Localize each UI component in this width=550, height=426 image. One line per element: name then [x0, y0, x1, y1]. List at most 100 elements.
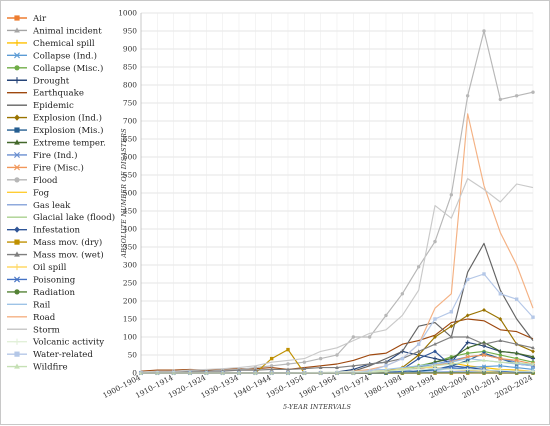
legend-entry: Collapse (Ind.) [7, 50, 97, 61]
y-tick-label: 900 [123, 45, 137, 54]
data-point [417, 265, 420, 268]
legend-label: Gas leak [33, 201, 71, 211]
data-point [531, 349, 535, 353]
data-point [466, 352, 469, 355]
data-point [319, 357, 322, 360]
legend-label: Oil spill [33, 263, 67, 273]
y-tick-label: 750 [123, 99, 137, 108]
legend-label: Mass mov. (wet) [33, 250, 104, 261]
data-point [270, 357, 273, 360]
data-point [433, 317, 436, 320]
data-point [286, 348, 289, 351]
legend-entry: Epidemic [7, 101, 74, 111]
legend-entry: Chemical spill [7, 39, 95, 49]
legend-entry: Earthquake [7, 89, 84, 99]
legend-label: Explosion (Mis.) [33, 125, 104, 136]
legend-label: Flood [33, 176, 58, 186]
data-point [14, 77, 20, 83]
legend-entry: Drought [7, 76, 70, 86]
legend-entry: Mass mov. (dry) [7, 237, 102, 248]
legend-label: Water-related [33, 350, 93, 360]
data-point [14, 240, 19, 245]
legend-entry: Radiation [7, 288, 76, 298]
legend-label: Fire (Misc.) [33, 162, 84, 173]
data-point [482, 29, 485, 32]
legend-label: Mass mov. (dry) [33, 237, 102, 248]
legend-label: Storm [33, 325, 60, 335]
data-point [14, 289, 19, 294]
data-point [531, 91, 534, 94]
gridlines [141, 13, 533, 373]
data-point [14, 339, 20, 345]
legend-entry: Volcanic activity [7, 338, 104, 348]
legend-label: Extreme temper. [33, 139, 106, 149]
y-tick-label: 300 [123, 261, 137, 270]
legend-label: Glacial lake (flood) [33, 212, 115, 223]
legend-entry: Explosion (Mis.) [7, 125, 104, 136]
data-point [466, 278, 469, 281]
legend-entry: Collapse (Misc.) [7, 63, 103, 74]
legend-entry: Infestation [7, 226, 81, 236]
data-point [433, 240, 436, 243]
legend-label: Road [33, 313, 56, 323]
data-point [368, 335, 371, 338]
legend-label: Collapse (Ind.) [33, 50, 97, 61]
data-point [515, 298, 518, 301]
data-point [515, 94, 518, 97]
x-axis-title: 5-YEAR INTERVALS [283, 403, 352, 411]
legend-label: Rail [33, 300, 51, 310]
legend-entry: Air [7, 14, 47, 24]
data-point [14, 352, 19, 357]
legend-entry: Poisoning [7, 275, 76, 285]
legend-entry: Animal incident [7, 26, 102, 36]
legend-label: Radiation [33, 288, 76, 298]
data-point [286, 362, 289, 365]
data-point [499, 292, 502, 295]
legend-label: Animal incident [32, 26, 102, 36]
data-point [335, 353, 338, 356]
legend-label: Earthquake [33, 89, 84, 99]
data-point [482, 308, 486, 312]
data-point [384, 314, 387, 317]
legend-label: Wildfire [33, 363, 68, 373]
y-tick-label: 50 [128, 351, 138, 360]
legend-entry: Fog [7, 188, 50, 198]
legend-entry: Water-related [7, 350, 93, 360]
data-point [433, 357, 437, 361]
y-tick-label: 250 [123, 279, 137, 288]
legend-entry: Oil spill [7, 263, 67, 273]
data-point [384, 364, 387, 367]
data-point [270, 364, 273, 367]
legend-entry: Road [7, 313, 56, 323]
legend-label: Epidemic [33, 101, 74, 111]
data-point [482, 272, 485, 275]
data-point [14, 227, 20, 233]
y-tick-label: 100 [123, 333, 137, 342]
y-tick-label: 700 [123, 117, 137, 126]
data-point [14, 15, 19, 20]
legend-entry: Mass mov. (wet) [7, 250, 104, 261]
data-point [450, 310, 453, 313]
data-point [417, 343, 420, 346]
data-point [14, 65, 19, 70]
data-point [466, 94, 469, 97]
legend-label: Volcanic activity [32, 338, 104, 348]
legend-entry: Rail [7, 300, 51, 310]
legend-label: Poisoning [33, 275, 76, 285]
legend-entry: Extreme temper. [7, 139, 106, 149]
data-point [498, 339, 502, 342]
legend-label: Collapse (Misc.) [33, 63, 103, 74]
legend-label: Explosion (Ind.) [33, 113, 102, 124]
data-point [14, 127, 19, 132]
data-point [401, 292, 404, 295]
data-point [499, 98, 502, 101]
y-axis-title: ABSOLUTE NUMBER OF DISASTERS [120, 128, 128, 259]
y-tick-label: 800 [123, 81, 137, 90]
data-point [14, 40, 20, 46]
legend-entry: Flood [7, 176, 58, 186]
data-point [14, 264, 20, 270]
data-point [303, 361, 306, 364]
data-point [352, 335, 355, 338]
legend-label: Fog [33, 188, 50, 198]
